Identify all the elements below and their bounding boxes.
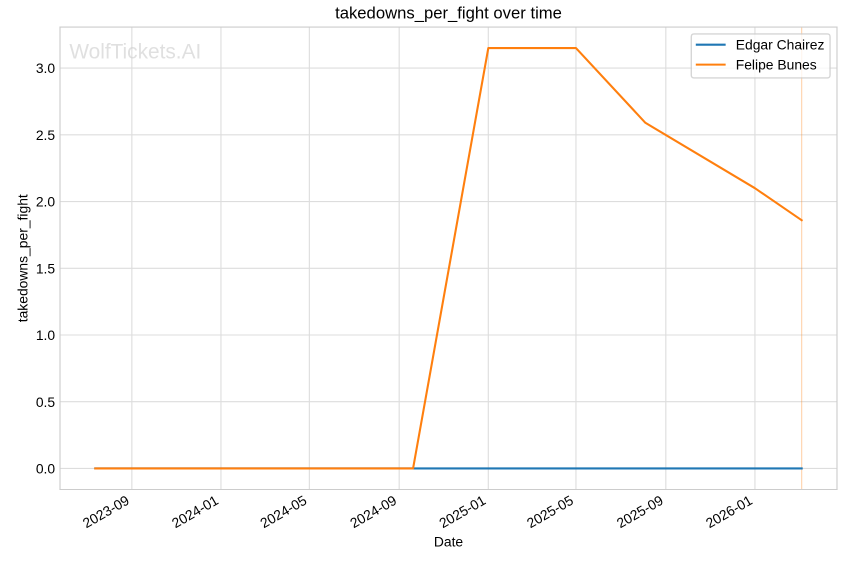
svg-text:Felipe Bunes: Felipe Bunes [736,56,817,72]
svg-text:Date: Date [434,534,464,550]
svg-text:0.5: 0.5 [36,394,56,410]
svg-text:1.5: 1.5 [36,260,56,276]
svg-text:1.0: 1.0 [36,327,56,343]
svg-text:3.0: 3.0 [36,60,56,76]
svg-text:2.0: 2.0 [36,194,56,210]
svg-text:0.0: 0.0 [36,461,56,477]
svg-text:takedowns_per_fight: takedowns_per_fight [14,194,30,322]
svg-text:WolfTickets.AI: WolfTickets.AI [69,40,201,63]
svg-text:2.5: 2.5 [36,127,56,143]
svg-text:Edgar Chairez: Edgar Chairez [736,37,825,53]
svg-text:takedowns_per_fight over time: takedowns_per_fight over time [335,4,562,23]
